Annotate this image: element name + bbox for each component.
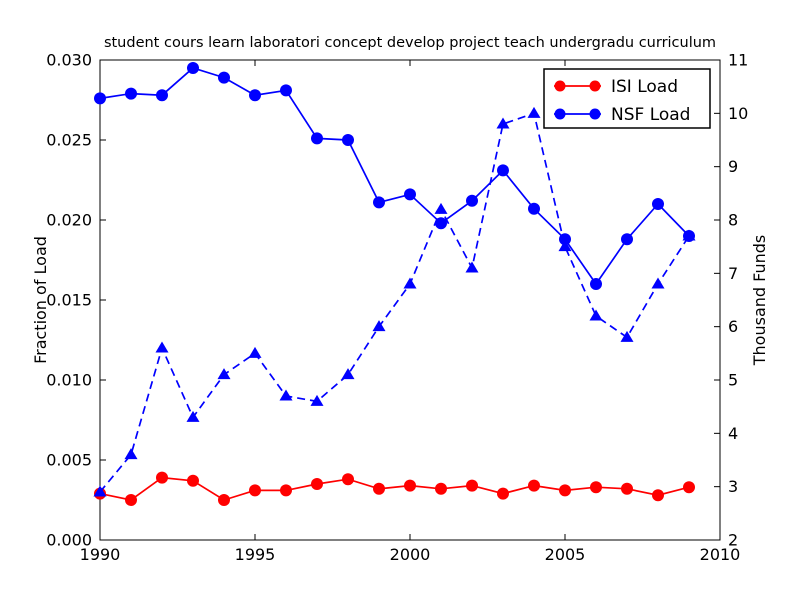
plot-area: 1990 1995 2000 2005 2010 0.000 0.005 0.010 0.015… <box>46 51 748 565</box>
series-isi-load-marker <box>342 473 354 486</box>
series-isi-load-marker <box>280 484 292 497</box>
series-thousand-funds-marker <box>651 277 665 289</box>
y-tick-label-left: 0.010 <box>46 371 92 390</box>
y-tick-label-right: 8 <box>728 211 738 230</box>
series-thousand-funds-line <box>99 112 690 493</box>
legend-label: NSF Load <box>611 105 690 125</box>
series-thousand-funds-marker <box>155 341 169 353</box>
x-tick-label: 2000 <box>390 545 431 564</box>
series-nsf-load-marker <box>342 134 354 146</box>
series-isi-load-marker <box>559 484 571 497</box>
series-thousand-funds-marker <box>372 320 386 332</box>
x-tick-label: 1995 <box>235 545 276 564</box>
legend-label: ISI Load <box>611 77 678 97</box>
series-nsf-load-marker <box>249 89 261 102</box>
series-nsf-load-marker <box>373 196 385 209</box>
series-thousand-funds-marker <box>589 309 603 321</box>
series-nsf-load-marker <box>311 132 323 145</box>
series-nsf-load-marker <box>404 188 416 201</box>
series-isi-load-marker <box>683 481 695 494</box>
y-tick-label-right: 10 <box>728 104 748 123</box>
series-thousand-funds-marker <box>403 277 417 289</box>
y-tick-label-left: 0.015 <box>46 291 92 310</box>
series-isi-load-marker <box>497 487 509 500</box>
series-nsf-load-marker <box>156 89 168 102</box>
x-tick-label: 2010 <box>700 545 741 564</box>
series-thousand-funds-marker <box>279 389 293 401</box>
series-isi-load-marker <box>590 481 602 494</box>
x-tick-label: 2005 <box>545 545 586 564</box>
series-isi-load-marker <box>373 482 385 495</box>
series-thousand-funds-marker <box>341 368 355 380</box>
series-nsf-load-marker <box>435 217 447 230</box>
series-nsf-load-marker <box>94 92 106 105</box>
legend-marker-icon <box>589 80 601 92</box>
legend-entry-isi-load: ISI Load <box>554 77 678 97</box>
series-nsf-load-marker <box>125 87 137 100</box>
series-thousand-funds-marker <box>124 448 138 460</box>
y-tick-label-left: 0.030 <box>46 51 92 70</box>
series-isi-load-marker <box>218 494 230 506</box>
legend: ISI Load NSF Load <box>543 68 711 129</box>
series-nsf-load-marker <box>497 164 509 177</box>
y-axis-label-left: Fraction of Load <box>31 236 50 364</box>
series-thousand-funds-marker <box>310 394 324 406</box>
y-tick-label-right: 7 <box>728 264 738 283</box>
y-tick-label-right: 11 <box>728 51 748 70</box>
y-tick-label-left: 0.000 <box>46 531 92 550</box>
y-tick-label-left: 0.020 <box>46 211 92 230</box>
series-thousand-funds-marker <box>217 368 231 380</box>
series-nsf-load-marker <box>466 194 478 207</box>
series-isi-load-marker <box>311 478 323 490</box>
series-isi-load-marker <box>156 471 168 484</box>
y-axis-label-right: Thousand Funds <box>750 235 769 366</box>
series-nsf-load-marker <box>280 84 292 97</box>
series-thousand-funds-marker <box>186 410 200 422</box>
legend-marker-icon <box>554 80 566 92</box>
series-isi-load-marker <box>652 489 664 502</box>
series-thousand-funds-marker <box>434 202 448 214</box>
series-isi-load-marker <box>249 484 261 497</box>
series-thousand-funds-marker <box>465 261 479 273</box>
series-isi-load-marker <box>125 494 137 506</box>
legend-marker-icon <box>554 108 566 120</box>
y-tick-label-right: 6 <box>728 317 738 336</box>
series-nsf-load-marker <box>187 62 199 74</box>
legend-entry-nsf-load: NSF Load <box>554 105 690 125</box>
plot-frame <box>99 59 721 541</box>
chart-title: student cours learn laboratori concept d… <box>104 35 716 51</box>
series-thousand-funds-marker <box>496 117 510 129</box>
series-isi-load-marker <box>528 479 540 492</box>
y-tick-label-left: 0.025 <box>46 131 92 150</box>
series-thousand-funds-marker <box>93 485 107 497</box>
series-nsf-load-marker <box>652 198 664 210</box>
series-isi-load-marker <box>621 482 633 495</box>
series-nsf-load-marker <box>621 233 633 246</box>
y-tick-label-right: 5 <box>728 371 738 390</box>
series-nsf-load-marker <box>590 278 602 290</box>
series-isi-load-marker <box>187 474 199 487</box>
y-tick-label-right: 9 <box>728 157 738 176</box>
legend-box <box>543 68 711 129</box>
series-thousand-funds-marker <box>558 240 572 252</box>
y-tick-label-right: 2 <box>728 531 738 550</box>
legend-marker-icon <box>589 108 601 120</box>
series-thousand-funds-marker <box>248 346 262 358</box>
series-isi-load-marker <box>404 479 416 492</box>
series-nsf-load-marker <box>218 71 230 84</box>
series-isi-load-marker <box>466 479 478 492</box>
series-isi-load-marker <box>435 482 447 495</box>
y-tick-label-right: 3 <box>728 477 738 496</box>
series-nsf-load-marker <box>528 202 540 215</box>
x-tick-label: 1990 <box>80 545 121 564</box>
series-thousand-funds-marker <box>620 330 634 342</box>
series-thousand-funds-marker <box>682 229 696 241</box>
y-tick-label-right: 4 <box>728 424 738 443</box>
series-thousand-funds-marker <box>527 106 541 118</box>
y-tick-label-left: 0.005 <box>46 451 92 470</box>
